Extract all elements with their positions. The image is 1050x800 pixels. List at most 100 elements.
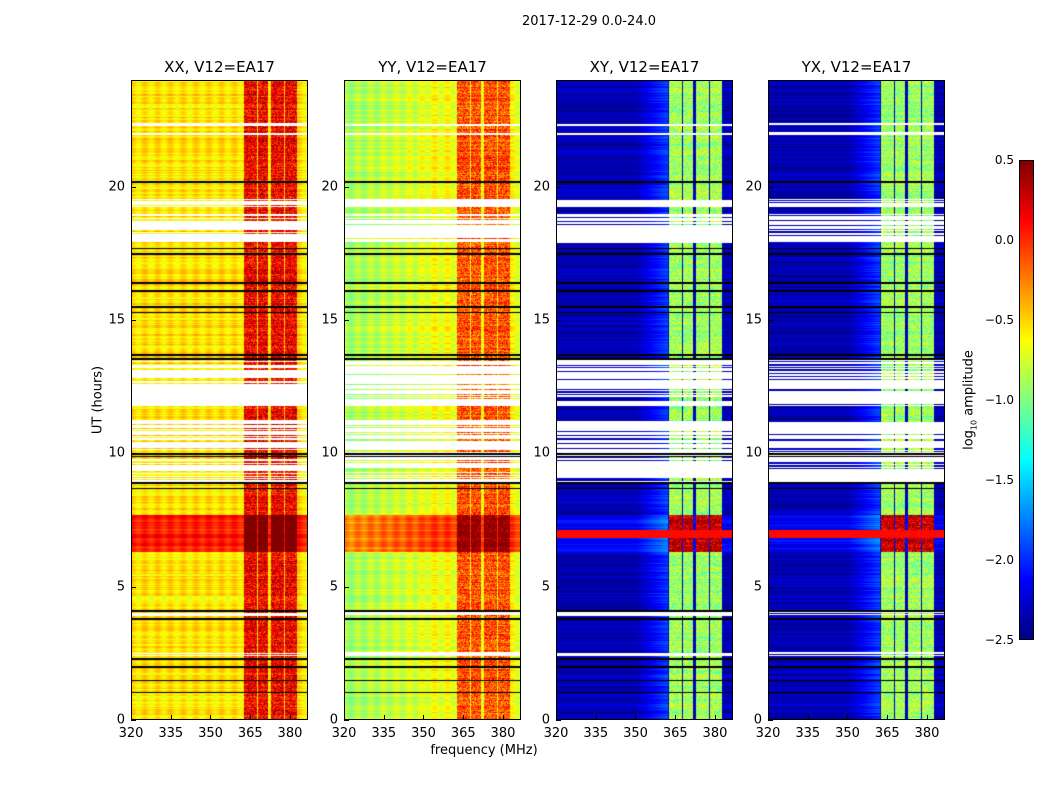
y-tick-label: 0: [541, 712, 550, 728]
y-tick-label: 5: [753, 579, 762, 595]
y-tick: [768, 186, 773, 188]
x-tick-label: 380: [914, 726, 940, 741]
y-tick-label: 5: [329, 579, 338, 595]
x-tick: [131, 715, 132, 720]
x-tick: [170, 715, 172, 720]
y-tick: [131, 586, 136, 588]
colorbar-tick-label: −2.0: [984, 553, 1014, 567]
x-tick-label: 335: [371, 726, 397, 741]
x-tick-label: 380: [702, 726, 728, 741]
x-tick-label: 350: [198, 726, 223, 741]
x-tick-label: 365: [874, 726, 900, 741]
x-tick-label: 350: [411, 726, 436, 741]
x-tick-label: 350: [835, 726, 860, 741]
x-tick-label: 335: [795, 726, 821, 741]
y-tick: [131, 320, 136, 321]
y-tick-label: 15: [533, 312, 550, 328]
x-tick: [463, 715, 465, 720]
panel-title: YX, V12=EA17: [801, 58, 912, 76]
y-tick-label: 20: [108, 179, 125, 195]
axes-frame: [131, 80, 308, 720]
x-tick: [250, 715, 252, 720]
axes-frame: [556, 80, 733, 720]
y-tick: [131, 453, 136, 455]
axes-frame: [344, 80, 521, 720]
panel-title: XY, V12=EA17: [589, 58, 700, 76]
y-tick: [344, 453, 349, 455]
x-axis-label: frequency (MHz): [430, 743, 538, 758]
x-tick-label: 335: [583, 726, 609, 741]
y-tick-label: 0: [753, 712, 762, 728]
x-tick: [635, 715, 637, 720]
colorbar: [1019, 160, 1034, 640]
colorbar-label: log10 amplitude: [961, 350, 979, 450]
y-tick: [556, 720, 561, 721]
y-tick-label: 5: [541, 579, 550, 595]
y-tick: [344, 586, 349, 588]
x-tick: [807, 715, 809, 720]
y-tick-label: 10: [745, 445, 762, 461]
y-tick: [768, 320, 773, 321]
x-tick-label: 320: [755, 726, 781, 741]
y-tick-label: 15: [321, 312, 338, 328]
y-tick: [131, 186, 136, 188]
colorbar-tick-label: 0.0: [994, 233, 1014, 247]
figure-title: 2017-12-29 0.0-24.0: [522, 14, 656, 29]
x-tick-label: 365: [237, 726, 263, 741]
y-tick: [556, 320, 561, 321]
colorbar-tick-label: −1.5: [984, 473, 1014, 487]
x-tick-label: 320: [331, 726, 357, 741]
panel-xy: XY, V12=EA17 320 335 350 365 380 0 5 10 15 20: [533, 58, 733, 741]
y-tick-label: 20: [533, 179, 550, 195]
x-tick: [210, 715, 212, 720]
y-tick: [131, 720, 136, 721]
panel-yx: YX, V12=EA17 320 335 350 365 380 0 5 10 15 20: [745, 58, 945, 741]
heatmap-image: [131, 80, 308, 720]
x-tick: [768, 715, 769, 720]
x-tick-label: 380: [277, 726, 303, 741]
colorbar-tick-label: 0.5: [994, 153, 1014, 167]
y-tick: [344, 186, 349, 188]
y-tick: [556, 186, 561, 188]
x-tick-label: 365: [662, 726, 688, 741]
x-tick-label: 335: [158, 726, 184, 741]
x-tick: [595, 715, 597, 720]
y-tick: [344, 320, 349, 321]
x-tick: [344, 715, 345, 720]
y-tick: [768, 720, 773, 721]
x-tick: [926, 715, 928, 720]
panel-title: XX, V12=EA17: [164, 58, 275, 76]
x-tick-label: 365: [450, 726, 476, 741]
x-tick-label: 320: [118, 726, 144, 741]
colorbar-tick-label: −1.0: [984, 393, 1014, 407]
y-tick-label: 20: [745, 179, 762, 195]
y-tick: [556, 453, 561, 455]
y-tick-label: 5: [116, 579, 125, 595]
x-tick-label: 380: [490, 726, 516, 741]
x-tick: [556, 715, 557, 720]
y-tick-label: 15: [108, 312, 125, 328]
colorbar-tick-label: −2.5: [984, 633, 1014, 647]
y-tick-label: 10: [108, 445, 125, 461]
x-tick: [847, 715, 849, 720]
y-tick: [556, 586, 561, 588]
y-tick-label: 0: [329, 712, 338, 728]
y-tick: [344, 720, 349, 721]
heatmap-image: [344, 80, 521, 720]
x-tick-label: 350: [623, 726, 648, 741]
heatmap-image: [556, 80, 733, 720]
x-tick: [714, 715, 716, 720]
y-tick: [768, 586, 773, 588]
y-tick-label: 15: [745, 312, 762, 328]
y-tick-label: 10: [533, 445, 550, 461]
y-tick-label: 10: [321, 445, 338, 461]
x-tick: [675, 715, 677, 720]
y-tick-label: 0: [116, 712, 125, 728]
panel-xx: XX, V12=EA17 320 335 350 365 380 0 5 10 15 20: [108, 58, 308, 741]
x-tick: [423, 715, 425, 720]
y-tick-label: 20: [321, 179, 338, 195]
x-tick: [887, 715, 889, 720]
x-tick-label: 320: [543, 726, 569, 741]
heatmap-image: [768, 80, 945, 720]
